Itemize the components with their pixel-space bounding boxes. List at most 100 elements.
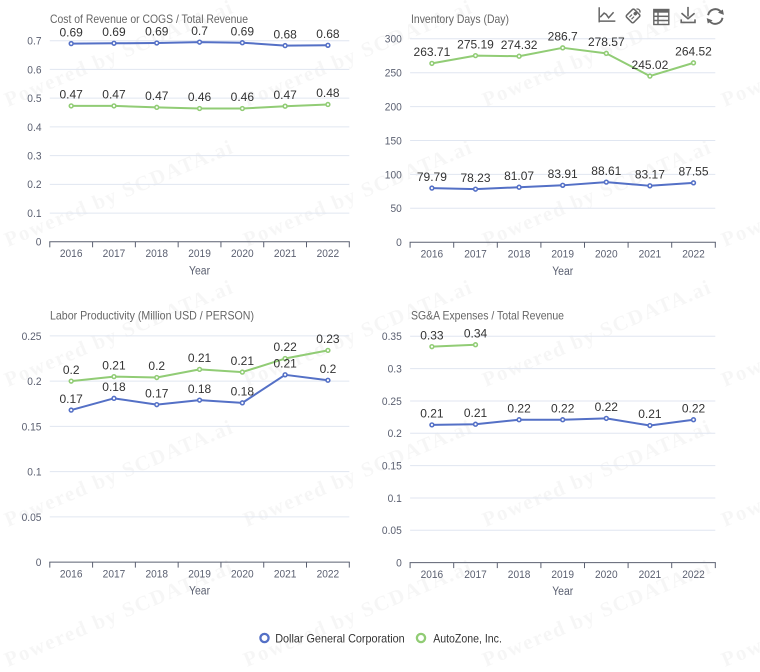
svg-text:0.47: 0.47 bbox=[60, 88, 84, 102]
svg-text:2018: 2018 bbox=[508, 569, 531, 581]
svg-text:0: 0 bbox=[36, 557, 42, 569]
svg-text:0.21: 0.21 bbox=[102, 358, 126, 372]
svg-text:0.23: 0.23 bbox=[316, 332, 340, 346]
svg-text:88.61: 88.61 bbox=[591, 164, 621, 178]
svg-text:0.2: 0.2 bbox=[388, 428, 402, 440]
svg-text:0.15: 0.15 bbox=[382, 461, 402, 473]
svg-text:2017: 2017 bbox=[103, 248, 126, 260]
svg-text:0.46: 0.46 bbox=[231, 90, 255, 104]
svg-text:Powered by SCDATA.ai: Powered by SCDATA.ai bbox=[718, 0, 760, 112]
svg-text:Powered by SCDATA.ai: Powered by SCDATA.ai bbox=[718, 274, 760, 391]
svg-text:0.33: 0.33 bbox=[420, 328, 444, 342]
svg-text:0.46: 0.46 bbox=[188, 90, 212, 104]
svg-text:100: 100 bbox=[385, 169, 402, 181]
svg-text:2018: 2018 bbox=[145, 568, 168, 580]
svg-text:274.32: 274.32 bbox=[501, 38, 538, 52]
svg-text:0.47: 0.47 bbox=[273, 88, 297, 102]
svg-text:150: 150 bbox=[385, 135, 402, 147]
svg-text:2018: 2018 bbox=[508, 249, 531, 261]
svg-text:0.05: 0.05 bbox=[382, 525, 402, 537]
svg-text:0.6: 0.6 bbox=[27, 64, 41, 76]
svg-text:286.7: 286.7 bbox=[548, 30, 578, 44]
svg-text:0.47: 0.47 bbox=[145, 89, 169, 103]
svg-text:264.52: 264.52 bbox=[675, 45, 712, 59]
svg-text:83.17: 83.17 bbox=[635, 168, 665, 182]
svg-text:278.57: 278.57 bbox=[588, 35, 625, 49]
svg-text:0.22: 0.22 bbox=[551, 401, 575, 415]
svg-text:Powered by SCDATA.ai: Powered by SCDATA.ai bbox=[718, 554, 760, 671]
svg-text:0: 0 bbox=[36, 237, 42, 249]
svg-text:Powered by SCDATA.ai: Powered by SCDATA.ai bbox=[240, 134, 476, 251]
svg-text:0.21: 0.21 bbox=[420, 407, 444, 421]
svg-text:0.1: 0.1 bbox=[27, 208, 41, 220]
svg-text:0.4: 0.4 bbox=[27, 122, 41, 134]
svg-text:0.17: 0.17 bbox=[145, 386, 169, 400]
svg-text:0.69: 0.69 bbox=[102, 25, 126, 39]
svg-text:0.69: 0.69 bbox=[60, 25, 84, 39]
svg-text:2021: 2021 bbox=[639, 569, 662, 581]
svg-text:Cost of Revenue or COGS / Tota: Cost of Revenue or COGS / Total Revenue bbox=[50, 12, 248, 26]
svg-text:2016: 2016 bbox=[60, 568, 83, 580]
svg-text:AutoZone, Inc.: AutoZone, Inc. bbox=[433, 631, 502, 645]
svg-text:0.25: 0.25 bbox=[382, 396, 402, 408]
svg-text:50: 50 bbox=[391, 203, 402, 215]
svg-text:0.2: 0.2 bbox=[27, 376, 41, 388]
svg-text:0: 0 bbox=[396, 237, 402, 249]
svg-text:Year: Year bbox=[189, 265, 210, 277]
svg-text:79.79: 79.79 bbox=[417, 170, 447, 184]
svg-text:2019: 2019 bbox=[188, 248, 211, 260]
svg-text:2016: 2016 bbox=[60, 248, 83, 260]
svg-text:263.71: 263.71 bbox=[414, 45, 451, 59]
svg-text:78.23: 78.23 bbox=[460, 171, 490, 185]
svg-text:Year: Year bbox=[552, 266, 573, 278]
svg-text:0.22: 0.22 bbox=[507, 401, 531, 415]
svg-text:275.19: 275.19 bbox=[457, 37, 494, 51]
svg-text:0.68: 0.68 bbox=[316, 27, 340, 41]
svg-text:0.3: 0.3 bbox=[388, 364, 402, 376]
svg-text:SG&A Expenses / Total Revenue: SG&A Expenses / Total Revenue bbox=[411, 309, 564, 323]
svg-text:81.07: 81.07 bbox=[504, 169, 534, 183]
svg-text:300: 300 bbox=[385, 34, 402, 46]
svg-text:0.7: 0.7 bbox=[27, 36, 41, 48]
svg-text:245.02: 245.02 bbox=[632, 58, 669, 72]
svg-text:0.68: 0.68 bbox=[273, 27, 297, 41]
svg-text:2017: 2017 bbox=[464, 569, 487, 581]
svg-text:2018: 2018 bbox=[145, 248, 168, 260]
svg-text:0.69: 0.69 bbox=[231, 24, 255, 38]
svg-text:0.21: 0.21 bbox=[464, 406, 488, 420]
svg-text:2020: 2020 bbox=[595, 249, 618, 261]
svg-text:200: 200 bbox=[385, 102, 402, 114]
svg-text:0.2: 0.2 bbox=[320, 362, 337, 376]
svg-text:0.22: 0.22 bbox=[595, 400, 619, 414]
svg-text:0.17: 0.17 bbox=[60, 392, 84, 406]
svg-text:0.21: 0.21 bbox=[273, 357, 297, 371]
svg-text:Powered by SCDATA.ai: Powered by SCDATA.ai bbox=[718, 414, 760, 531]
svg-text:0.35: 0.35 bbox=[382, 331, 402, 343]
svg-text:250: 250 bbox=[385, 68, 402, 80]
svg-text:Powered by SCDATA.ai: Powered by SCDATA.ai bbox=[240, 414, 476, 531]
svg-text:0.5: 0.5 bbox=[27, 93, 41, 105]
svg-text:0.22: 0.22 bbox=[273, 340, 297, 354]
svg-text:2019: 2019 bbox=[188, 568, 211, 580]
svg-text:2022: 2022 bbox=[317, 568, 340, 580]
svg-text:2022: 2022 bbox=[682, 569, 705, 581]
svg-text:Labor Productivity (Million US: Labor Productivity (Million USD / PERSON… bbox=[50, 309, 254, 323]
svg-text:2017: 2017 bbox=[464, 249, 487, 261]
svg-text:0.2: 0.2 bbox=[148, 359, 165, 373]
svg-text:0.3: 0.3 bbox=[27, 151, 41, 163]
svg-text:0.21: 0.21 bbox=[188, 351, 212, 365]
svg-text:Year: Year bbox=[552, 586, 573, 598]
svg-text:0.7: 0.7 bbox=[191, 24, 208, 38]
svg-text:Powered by SCDATA.ai: Powered by SCDATA.ai bbox=[479, 414, 715, 531]
svg-text:0.18: 0.18 bbox=[231, 385, 255, 399]
svg-text:2020: 2020 bbox=[231, 248, 254, 260]
svg-text:2019: 2019 bbox=[551, 569, 574, 581]
svg-text:0.1: 0.1 bbox=[27, 467, 41, 479]
svg-text:0.22: 0.22 bbox=[682, 401, 706, 415]
svg-text:Inventory Days (Day): Inventory Days (Day) bbox=[411, 12, 509, 26]
svg-text:83.91: 83.91 bbox=[548, 167, 578, 181]
svg-text:0.69: 0.69 bbox=[145, 25, 169, 39]
svg-text:0.18: 0.18 bbox=[188, 382, 212, 396]
svg-text:2021: 2021 bbox=[274, 248, 297, 260]
svg-text:0.25: 0.25 bbox=[22, 331, 42, 343]
